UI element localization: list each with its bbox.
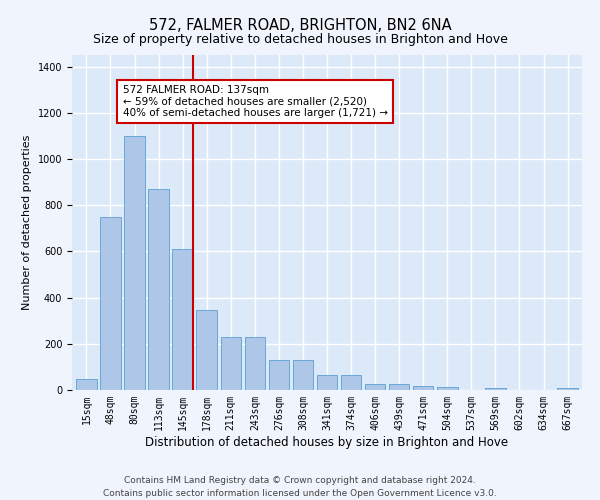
Bar — [437, 387, 458, 390]
X-axis label: Distribution of detached houses by size in Brighton and Hove: Distribution of detached houses by size … — [145, 436, 509, 448]
Bar — [341, 375, 361, 390]
Text: Contains HM Land Registry data © Crown copyright and database right 2024.
Contai: Contains HM Land Registry data © Crown c… — [103, 476, 497, 498]
Bar — [148, 189, 169, 390]
Bar — [100, 216, 121, 390]
Bar — [172, 249, 193, 390]
Bar — [389, 384, 409, 390]
Bar — [365, 384, 385, 390]
Bar — [293, 360, 313, 390]
Y-axis label: Number of detached properties: Number of detached properties — [22, 135, 32, 310]
Bar — [557, 388, 578, 390]
Bar — [196, 310, 217, 390]
Text: Size of property relative to detached houses in Brighton and Hove: Size of property relative to detached ho… — [92, 32, 508, 46]
Bar — [245, 338, 265, 390]
Bar — [269, 360, 289, 390]
Bar — [124, 136, 145, 390]
Text: 572 FALMER ROAD: 137sqm
← 59% of detached houses are smaller (2,520)
40% of semi: 572 FALMER ROAD: 137sqm ← 59% of detache… — [122, 85, 388, 118]
Bar — [317, 376, 337, 390]
Bar — [76, 379, 97, 390]
Text: 572, FALMER ROAD, BRIGHTON, BN2 6NA: 572, FALMER ROAD, BRIGHTON, BN2 6NA — [149, 18, 451, 32]
Bar — [413, 386, 433, 390]
Bar — [221, 338, 241, 390]
Bar — [485, 388, 506, 390]
